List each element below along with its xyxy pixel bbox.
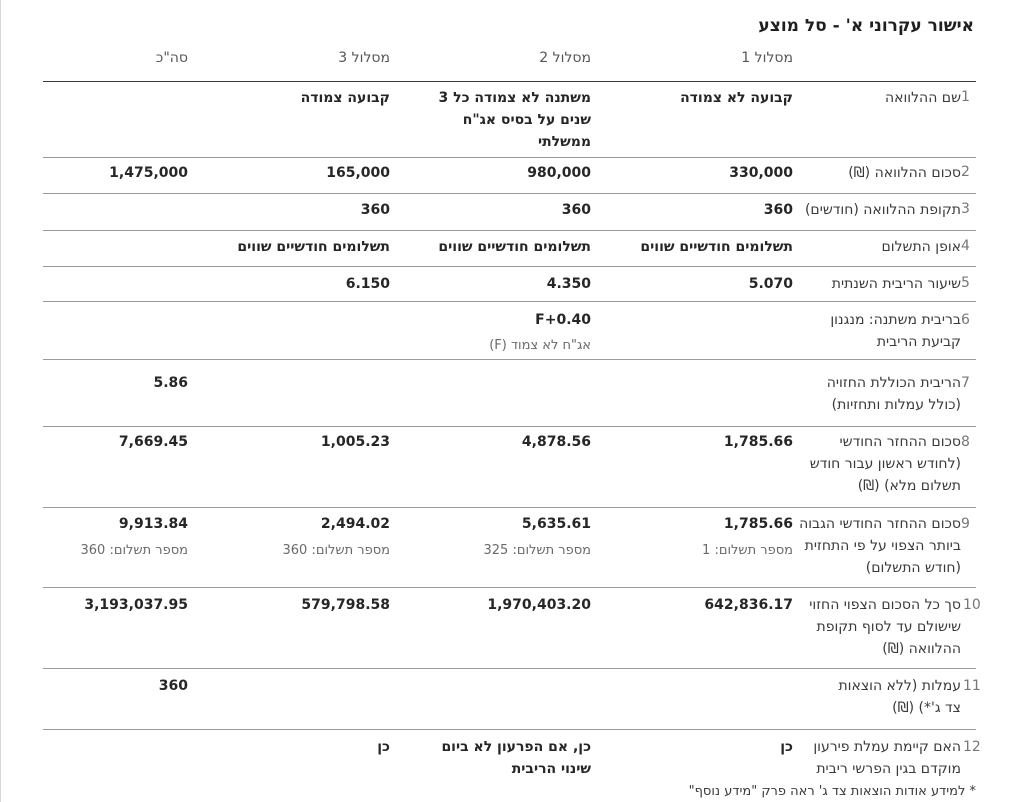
row-divider [43, 507, 976, 508]
row-number: 3 [961, 201, 970, 217]
row-label: עמלות (ללא הוצאות צד ג'*) (₪) [838, 678, 961, 716]
track-3-value: תשלומים חודשיים שווים [237, 239, 390, 255]
row-number: 12 [963, 739, 981, 755]
track-1-note: מספר תשלום: 1 [702, 543, 793, 558]
row-number: 5 [961, 275, 970, 291]
row-divider [43, 359, 976, 360]
row-divider [43, 587, 976, 588]
track-3-value: 6.150 [345, 276, 390, 292]
footnote: * למידע אודות הוצאות צד ג' ראה פרק "מידע… [688, 784, 976, 799]
column-header-track-1: מסלול 1 [741, 50, 793, 66]
track-1-value: 330,000 [729, 165, 793, 181]
track-1-value: 1,785.66 [723, 516, 793, 532]
track-3-value: 360 [360, 202, 390, 218]
column-header-total: סה"כ [155, 50, 188, 66]
total-value: 7,669.45 [118, 434, 188, 450]
row-divider [43, 426, 976, 427]
row-label: הריבית הכוללת החזויה (כולל עמלות ותחזיות… [826, 375, 961, 413]
row-number: 10 [963, 597, 981, 613]
track-3-value: 1,005.23 [320, 434, 390, 450]
track-2-value: 1,970,403.20 [487, 597, 591, 613]
track-3-value: 165,000 [326, 165, 390, 181]
track-3-value: 2,494.02 [320, 516, 390, 532]
total-value: 1,475,000 [109, 165, 188, 181]
track-1-value: קבועה לא צמודה [680, 90, 793, 106]
track-2-value: 980,000 [527, 165, 591, 181]
row-divider [43, 668, 976, 669]
track-1-value: תשלומים חודשיים שווים [640, 239, 793, 255]
total-value: 9,913.84 [118, 516, 188, 532]
row-divider [43, 266, 976, 267]
track-2-value: 4.350 [546, 276, 591, 292]
total-value: 360 [158, 678, 188, 694]
row-divider [43, 193, 976, 194]
page-title: אישור עקרוני א' - סל מוצע [758, 16, 974, 36]
track-1-value: 642,836.17 [704, 597, 793, 613]
row-number: 2 [961, 164, 970, 180]
column-header-track-3: מסלול 3 [338, 50, 390, 66]
row-label: סכום ההלוואה (₪) [848, 165, 961, 181]
track-1-value: 360 [763, 202, 793, 218]
track-2-value: כן, אם הפרעון לא ביום שינוי הריבית [441, 739, 591, 777]
row-number: 8 [961, 434, 970, 450]
row-number: 9 [961, 516, 970, 532]
row-number: 11 [963, 678, 981, 694]
row-label: האם קיימת עמלת פירעון מוקדם בגין הפרשי ר… [813, 739, 961, 777]
column-header-track-2: מסלול 2 [539, 50, 591, 66]
row-label: סכום ההחזר החודשי הגבוה ביותר הצפוי על פ… [799, 516, 961, 576]
row-divider [43, 157, 976, 158]
row-label: תקופת ההלוואה (חודשים) [804, 202, 961, 218]
row-label: סכום ההחזר החודשי (לחודש ראשון עבור חודש… [809, 434, 961, 494]
track-2-value: משתנה לא צמודה כל 3 שנים על בסיס אג"ח ממ… [438, 90, 591, 150]
track-3-note: מספר תשלום: 360 [282, 543, 390, 558]
row-label: אופן התשלום [881, 239, 961, 255]
row-number: 1 [961, 89, 970, 105]
row-label: בריבית משתנה: מנגנון קביעת הריבית [830, 312, 961, 350]
track-2-value: 5,635.61 [521, 516, 591, 532]
row-divider [43, 301, 976, 302]
row-number: 7 [961, 375, 970, 391]
row-label: שם ההלוואה [884, 90, 961, 106]
row-number: 6 [961, 312, 970, 328]
row-label: סך כל הסכום הצפוי החזוי שישולם עד לסוף ת… [809, 597, 961, 657]
header-divider [43, 81, 976, 82]
track-2-value: 4,878.56 [521, 434, 591, 450]
row-number: 4 [961, 238, 970, 254]
row-divider [43, 230, 976, 231]
total-note: מספר תשלום: 360 [80, 543, 188, 558]
track-3-value: כן [377, 739, 390, 755]
track-3-value: קבועה צמודה [300, 90, 390, 106]
row-label: שיעור הריבית השנתית [831, 276, 961, 292]
total-value: 5.86 [153, 375, 188, 391]
track-1-value: 5.070 [748, 276, 793, 292]
track-3-value: 579,798.58 [301, 597, 390, 613]
total-value: 3,193,037.95 [84, 597, 188, 613]
track-2-value: 360 [561, 202, 591, 218]
track-2-value: תשלומים חודשיים שווים [438, 239, 591, 255]
track-1-value: 1,785.66 [723, 434, 793, 450]
track-2-note: מספר תשלום: 325 [483, 543, 591, 558]
row-divider [43, 729, 976, 730]
track-1-value: כן [780, 739, 793, 755]
track-2-value: F+0.40 [535, 312, 591, 328]
track-2-note: אג"ח לא צמוד (F) [489, 338, 591, 353]
